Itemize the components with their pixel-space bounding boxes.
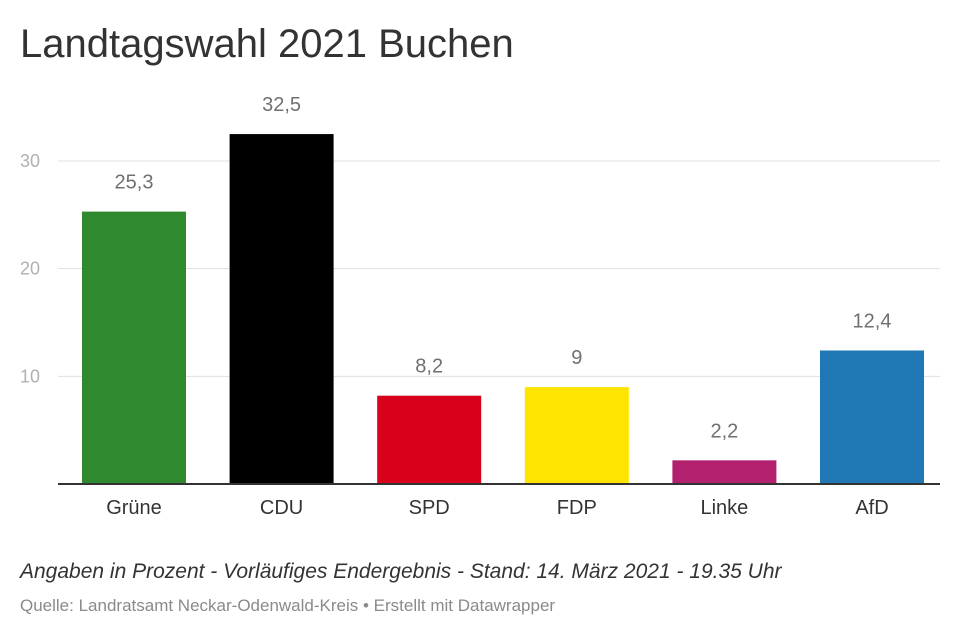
x-tick-label: Linke <box>700 497 748 519</box>
chart-title: Landtagswahl 2021 Buchen <box>20 22 514 66</box>
value-label: 25,3 <box>115 172 154 194</box>
datawrapper-credit: Erstellt mit Datawrapper <box>373 596 556 615</box>
bar <box>524 387 629 484</box>
x-tick-label: AfD <box>855 497 888 519</box>
value-label: 12,4 <box>853 310 892 332</box>
bar-chart: 10 20 30 25,3 Grüne 32,5 CDU 8,2 SPD 9 FDP 2,2 Linke… <box>20 94 940 519</box>
value-label: 32,5 <box>262 94 301 116</box>
value-label: 2,2 <box>710 420 738 442</box>
chart-source: Quelle: Landratsamt Neckar-Odenwald-Krei… <box>20 596 555 616</box>
value-label: 8,2 <box>415 356 443 378</box>
y-tick-label: 20 <box>20 259 40 279</box>
bar <box>820 350 924 484</box>
bar <box>377 395 482 484</box>
source-text: Quelle: Landratsamt Neckar-Odenwald-Krei… <box>20 596 359 615</box>
y-tick-label: 10 <box>20 366 40 386</box>
source-separator: • <box>358 596 374 615</box>
bar <box>672 460 777 484</box>
x-tick-label: Grüne <box>106 497 162 519</box>
bar <box>82 211 186 484</box>
y-tick-label: 30 <box>20 151 40 171</box>
chart-note: Angaben in Prozent - Vorläufiges Enderge… <box>20 560 782 583</box>
x-tick-label: CDU <box>260 497 303 519</box>
x-tick-label: SPD <box>409 497 450 519</box>
x-tick-label: FDP <box>557 497 597 519</box>
value-label: 9 <box>571 347 582 369</box>
bar <box>229 134 334 485</box>
